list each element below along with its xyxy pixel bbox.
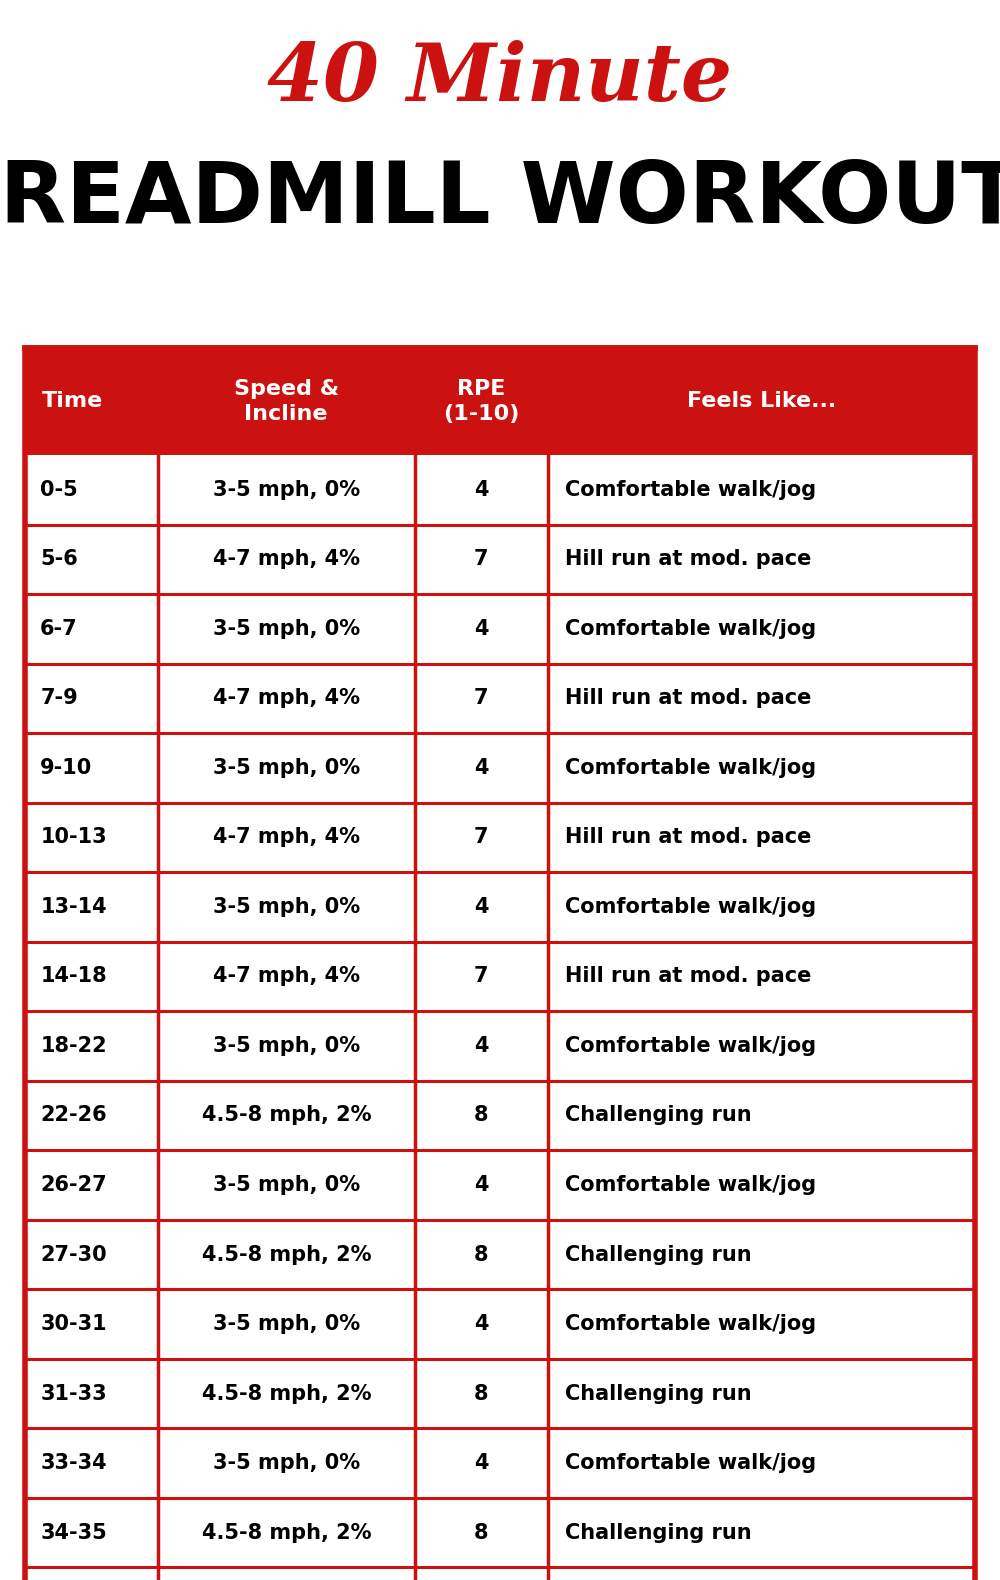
Text: Time: Time	[42, 392, 103, 411]
Text: 4.5-8 mph, 2%: 4.5-8 mph, 2%	[202, 1245, 371, 1264]
Text: Comfortable walk/jog: Comfortable walk/jog	[565, 1315, 816, 1334]
Bar	[25, 525, 975, 594]
Text: 4: 4	[474, 1315, 488, 1334]
Text: 4: 4	[474, 1176, 488, 1194]
Bar	[25, 348, 975, 455]
Text: 26-27: 26-27	[40, 1176, 107, 1194]
Text: 3-5 mph, 0%: 3-5 mph, 0%	[213, 1315, 360, 1334]
Text: 3-5 mph, 0%: 3-5 mph, 0%	[213, 1454, 360, 1473]
Text: 6-7: 6-7	[40, 619, 78, 638]
Text: 14-18: 14-18	[40, 967, 107, 986]
Text: Comfortable walk/jog: Comfortable walk/jog	[565, 1036, 816, 1055]
Bar	[25, 1289, 975, 1359]
Text: Challenging run: Challenging run	[565, 1384, 751, 1403]
Text: 30-31: 30-31	[40, 1315, 107, 1334]
Text: 3-5 mph, 0%: 3-5 mph, 0%	[213, 1036, 360, 1055]
Text: 7-9: 7-9	[40, 689, 78, 708]
Text: 4-7 mph, 4%: 4-7 mph, 4%	[213, 967, 360, 986]
Text: Challenging run: Challenging run	[565, 1523, 751, 1542]
Bar	[25, 942, 975, 1011]
Text: Feels Like...: Feels Like...	[687, 392, 836, 411]
Bar	[25, 872, 975, 942]
Text: 4: 4	[474, 619, 488, 638]
Bar	[25, 455, 975, 525]
Text: Comfortable walk/jog: Comfortable walk/jog	[565, 897, 816, 916]
Bar	[25, 1498, 975, 1567]
Text: Challenging run: Challenging run	[565, 1106, 751, 1125]
Text: 3-5 mph, 0%: 3-5 mph, 0%	[213, 758, 360, 777]
Bar	[25, 664, 975, 733]
Text: Comfortable walk/jog: Comfortable walk/jog	[565, 480, 816, 499]
Bar	[25, 348, 975, 1580]
Text: 3-5 mph, 0%: 3-5 mph, 0%	[213, 619, 360, 638]
Bar	[25, 1567, 975, 1580]
Text: Hill run at mod. pace: Hill run at mod. pace	[565, 828, 811, 847]
Text: 3-5 mph, 0%: 3-5 mph, 0%	[213, 1176, 360, 1194]
Bar	[25, 1428, 975, 1498]
Text: 4-7 mph, 4%: 4-7 mph, 4%	[213, 550, 360, 569]
Text: 31-33: 31-33	[40, 1384, 107, 1403]
Text: 4.5-8 mph, 2%: 4.5-8 mph, 2%	[202, 1523, 371, 1542]
Text: 4.5-8 mph, 2%: 4.5-8 mph, 2%	[202, 1384, 371, 1403]
Text: 4.5-8 mph, 2%: 4.5-8 mph, 2%	[202, 1106, 371, 1125]
Text: Challenging run: Challenging run	[565, 1245, 751, 1264]
Text: Comfortable walk/jog: Comfortable walk/jog	[565, 1176, 816, 1194]
Text: 10-13: 10-13	[40, 828, 107, 847]
Bar	[25, 733, 975, 803]
Text: 7: 7	[474, 550, 488, 569]
Text: 3-5 mph, 0%: 3-5 mph, 0%	[213, 897, 360, 916]
Text: 0-5: 0-5	[40, 480, 78, 499]
Text: Comfortable walk/jog: Comfortable walk/jog	[565, 1454, 816, 1473]
Text: 4: 4	[474, 480, 488, 499]
Bar	[25, 803, 975, 872]
Bar	[25, 1011, 975, 1081]
Text: Comfortable walk/jog: Comfortable walk/jog	[565, 619, 816, 638]
Text: 22-26: 22-26	[40, 1106, 107, 1125]
Text: 18-22: 18-22	[40, 1036, 107, 1055]
Text: 40 Minute: 40 Minute	[267, 40, 733, 117]
Text: 7: 7	[474, 689, 488, 708]
Text: 4-7 mph, 4%: 4-7 mph, 4%	[213, 828, 360, 847]
Text: 27-30: 27-30	[40, 1245, 107, 1264]
Text: 34-35: 34-35	[40, 1523, 107, 1542]
Text: 3-5 mph, 0%: 3-5 mph, 0%	[213, 480, 360, 499]
Text: Hill run at mod. pace: Hill run at mod. pace	[565, 550, 811, 569]
Text: 5-6: 5-6	[40, 550, 78, 569]
Text: 4: 4	[474, 758, 488, 777]
Text: 7: 7	[474, 828, 488, 847]
Text: 4: 4	[474, 897, 488, 916]
Bar	[25, 1359, 975, 1428]
Text: 4-7 mph, 4%: 4-7 mph, 4%	[213, 689, 360, 708]
Text: RPE
(1-10): RPE (1-10)	[443, 379, 519, 423]
Text: Hill run at mod. pace: Hill run at mod. pace	[565, 967, 811, 986]
Bar	[25, 1220, 975, 1289]
Text: 4: 4	[474, 1454, 488, 1473]
Text: TREADMILL WORKOUT!: TREADMILL WORKOUT!	[0, 158, 1000, 242]
Text: Comfortable walk/jog: Comfortable walk/jog	[565, 758, 816, 777]
Text: Hill run at mod. pace: Hill run at mod. pace	[565, 689, 811, 708]
Text: 8: 8	[474, 1106, 488, 1125]
Text: 13-14: 13-14	[40, 897, 107, 916]
Text: 33-34: 33-34	[40, 1454, 107, 1473]
Text: 8: 8	[474, 1523, 488, 1542]
Text: Speed &
Incline: Speed & Incline	[234, 379, 339, 423]
Text: 7: 7	[474, 967, 488, 986]
Text: 9-10: 9-10	[40, 758, 92, 777]
Bar	[25, 1081, 975, 1150]
Bar	[25, 1150, 975, 1220]
Text: 8: 8	[474, 1245, 488, 1264]
Bar	[25, 594, 975, 664]
Text: 4: 4	[474, 1036, 488, 1055]
Text: 8: 8	[474, 1384, 488, 1403]
